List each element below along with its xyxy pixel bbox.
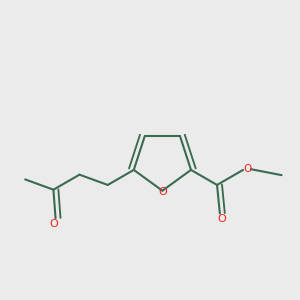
- Text: O: O: [244, 164, 252, 174]
- Text: O: O: [158, 187, 167, 197]
- Text: O: O: [218, 214, 226, 224]
- Text: O: O: [50, 219, 58, 229]
